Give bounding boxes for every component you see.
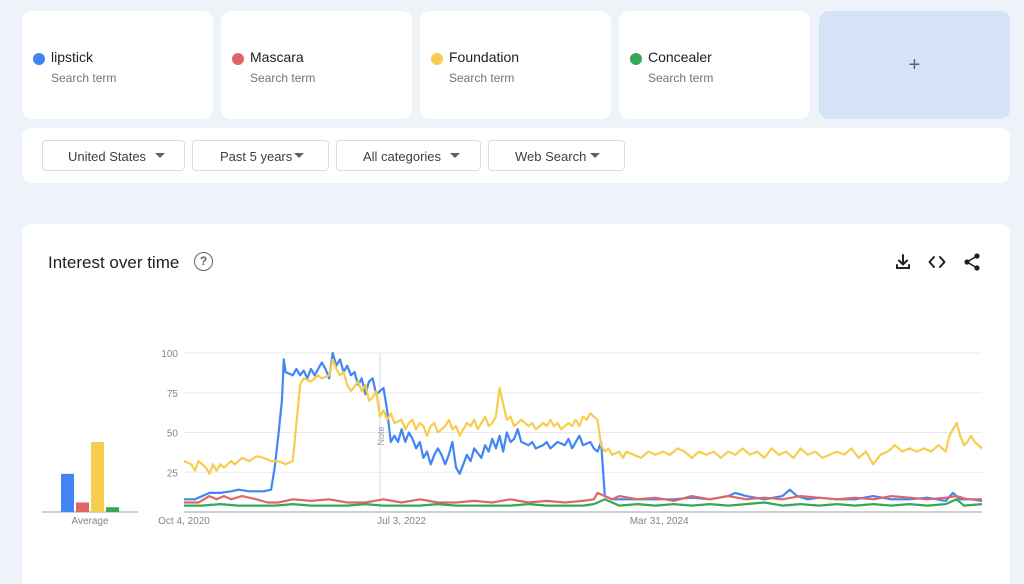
time-range-dropdown[interactable]: Past 5 years	[192, 140, 329, 171]
average-label: Average	[71, 516, 109, 527]
add-term-button[interactable]: +	[819, 11, 1010, 119]
term-card-mascara[interactable]: Mascara Search term	[221, 11, 412, 119]
series-line-foundation[interactable]	[183, 358, 983, 475]
search-type-dropdown[interactable]: Web Search	[488, 140, 625, 171]
series-line-lipstick[interactable]	[184, 351, 983, 502]
y-tick-label: 50	[167, 429, 179, 440]
interest-over-time-card: Interest over time ? Average 25 50 75 100 Oc…	[22, 224, 1010, 584]
series-color-dot	[431, 53, 443, 65]
x-tick-label: Oct 4, 2020	[158, 516, 210, 527]
term-name: lipstick	[51, 49, 94, 65]
series-color-dot	[630, 53, 642, 65]
term-name: Mascara	[250, 49, 304, 65]
y-tick-label: 25	[167, 468, 179, 479]
interest-chart: Average 25 50 75 100 Oct 4, 2020 Jul 3, 2022 M…	[42, 349, 983, 527]
x-tick-label: Mar 31, 2024	[630, 516, 689, 527]
category-label: All categories	[363, 149, 442, 164]
dropdown-caret-icon	[450, 153, 460, 158]
series-line-mascara[interactable]	[184, 491, 982, 504]
embed-code-icon[interactable]	[927, 252, 947, 272]
average-bar-foundation[interactable]	[91, 442, 104, 512]
dropdown-caret-icon	[590, 153, 600, 158]
dropdown-caret-icon	[294, 153, 304, 158]
term-subtitle: Search term	[51, 71, 117, 85]
series-line-concealer[interactable]	[184, 498, 983, 507]
x-tick-label: Jul 3, 2022	[377, 516, 426, 527]
region-dropdown[interactable]: United States	[42, 140, 185, 171]
chart-grid	[184, 352, 982, 513]
time-range-label: Past 5 years	[220, 149, 293, 164]
term-name: Concealer	[648, 49, 712, 65]
term-card-foundation[interactable]: Foundation Search term	[420, 11, 611, 119]
search-type-label: Web Search	[515, 149, 587, 164]
series-color-dot	[33, 53, 45, 65]
series-color-dot	[232, 53, 244, 65]
average-bar-chart: Average	[42, 442, 138, 527]
chart-title: Interest over time	[48, 253, 180, 272]
chart-labels: 25 50 75 100 Oct 4, 2020 Jul 3, 2022 Mar 31, 2…	[158, 349, 689, 527]
plus-icon: +	[908, 54, 921, 76]
y-tick-label: 100	[161, 349, 178, 360]
dropdown-caret-icon	[155, 153, 165, 158]
term-card-concealer[interactable]: Concealer Search term	[619, 11, 810, 119]
term-name: Foundation	[449, 49, 520, 65]
term-card-lipstick[interactable]: lipstick Search term	[22, 11, 213, 119]
share-icon[interactable]	[962, 252, 982, 272]
note-annotation[interactable]: Note	[376, 426, 386, 445]
region-label: United States	[68, 149, 147, 164]
term-subtitle: Search term	[449, 71, 515, 85]
chart-lines	[183, 351, 983, 507]
average-bar-lipstick[interactable]	[61, 473, 74, 512]
term-subtitle: Search term	[250, 71, 316, 85]
question-circle-icon[interactable]: ?	[194, 252, 213, 271]
average-bar-mascara[interactable]	[76, 502, 89, 512]
category-dropdown[interactable]: All categories	[336, 140, 481, 171]
average-bar-concealer[interactable]	[106, 507, 119, 512]
download-icon[interactable]	[893, 252, 913, 272]
y-tick-label: 75	[167, 389, 179, 400]
term-subtitle: Search term	[648, 71, 714, 85]
filter-bar: United States Past 5 years All categorie…	[22, 128, 1010, 183]
